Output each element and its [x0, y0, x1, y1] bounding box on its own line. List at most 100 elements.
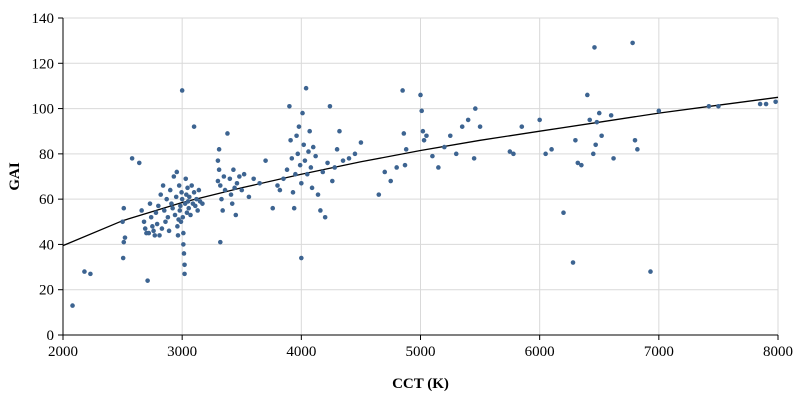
data-point — [301, 142, 307, 148]
data-point — [289, 156, 295, 161]
data-point — [182, 271, 187, 277]
data-point — [307, 128, 312, 134]
y-axis-title: GAI — [7, 162, 23, 191]
data-point — [161, 208, 167, 213]
data-point — [325, 160, 330, 166]
data-point — [293, 171, 298, 177]
data-point — [151, 228, 156, 234]
data-point — [592, 45, 597, 50]
data-point — [159, 226, 165, 231]
data-point — [196, 187, 202, 193]
data-point — [218, 239, 223, 245]
data-point — [352, 151, 358, 157]
axes — [58, 17, 779, 340]
data-point — [152, 233, 158, 238]
data-point — [120, 219, 125, 225]
data-point — [334, 147, 340, 152]
data-point — [147, 201, 153, 206]
data-point — [171, 174, 177, 179]
data-point — [191, 190, 197, 195]
data-point — [257, 180, 262, 186]
data-point — [169, 201, 174, 206]
data-point — [195, 208, 200, 213]
data-point — [281, 176, 286, 182]
data-point — [222, 187, 228, 193]
data-point — [394, 165, 399, 170]
data-point — [215, 158, 221, 163]
data-point — [297, 162, 303, 168]
data-point — [716, 104, 721, 109]
data-point — [163, 219, 168, 225]
data-point — [82, 269, 87, 274]
data-point — [287, 104, 292, 109]
data-point — [156, 203, 161, 209]
data-point — [543, 151, 548, 157]
data-point — [632, 137, 638, 143]
data-point — [630, 40, 635, 46]
data-point — [635, 147, 640, 152]
data-point — [241, 171, 247, 177]
data-point — [320, 169, 326, 175]
data-point — [459, 124, 465, 129]
data-point — [70, 303, 75, 308]
data-point — [599, 133, 604, 139]
data-point — [303, 85, 309, 91]
data-point — [216, 167, 222, 173]
data-point — [251, 176, 256, 182]
data-point — [473, 106, 478, 111]
data-point — [146, 230, 152, 236]
data-point — [184, 210, 190, 216]
data-point — [507, 149, 513, 154]
data-point — [465, 117, 471, 123]
y-tick-label: 140 — [32, 11, 55, 27]
data-point — [284, 167, 290, 173]
data-point — [537, 117, 542, 123]
data-point — [233, 212, 239, 218]
data-point — [315, 192, 321, 197]
data-point — [142, 226, 148, 231]
data-point — [421, 137, 427, 143]
x-axis-title: CCT (K) — [392, 376, 449, 392]
data-point — [337, 128, 342, 134]
data-point — [570, 260, 576, 265]
data-point — [308, 165, 314, 170]
data-point — [239, 187, 245, 193]
data-point — [549, 147, 554, 152]
data-point — [763, 101, 769, 107]
data-point — [139, 208, 144, 213]
data-point — [189, 183, 194, 188]
data-point — [215, 178, 221, 184]
y-tick-label: 0 — [47, 328, 55, 344]
data-point — [608, 113, 614, 118]
tick-labels: 2000 3000 4000 5000 6000 7000 8000 0 20 40 60 80 100… — [32, 11, 794, 360]
x-tick-label: 6000 — [525, 344, 555, 360]
gridlines — [63, 17, 779, 335]
data-point — [773, 99, 778, 105]
data-point — [593, 142, 598, 148]
data-point — [313, 153, 318, 159]
data-point — [585, 92, 590, 98]
data-point — [188, 212, 193, 218]
data-point — [122, 235, 128, 240]
data-point — [164, 196, 169, 202]
data-point — [179, 196, 185, 202]
data-point — [453, 151, 459, 157]
data-point — [148, 214, 154, 220]
data-point — [561, 210, 566, 216]
data-point — [290, 190, 296, 195]
y-tick-label: 80 — [39, 147, 54, 163]
data-point — [229, 201, 235, 206]
data-points — [70, 40, 778, 308]
data-point — [177, 208, 183, 213]
data-point — [216, 147, 222, 152]
data-point — [477, 124, 483, 129]
data-point — [419, 108, 424, 114]
data-point — [306, 149, 311, 154]
data-point — [179, 190, 184, 195]
data-point — [237, 174, 242, 179]
x-tick-label: 7000 — [644, 344, 674, 360]
data-point — [172, 212, 178, 218]
data-point — [318, 208, 323, 213]
data-point — [590, 151, 596, 157]
data-point — [327, 104, 333, 109]
